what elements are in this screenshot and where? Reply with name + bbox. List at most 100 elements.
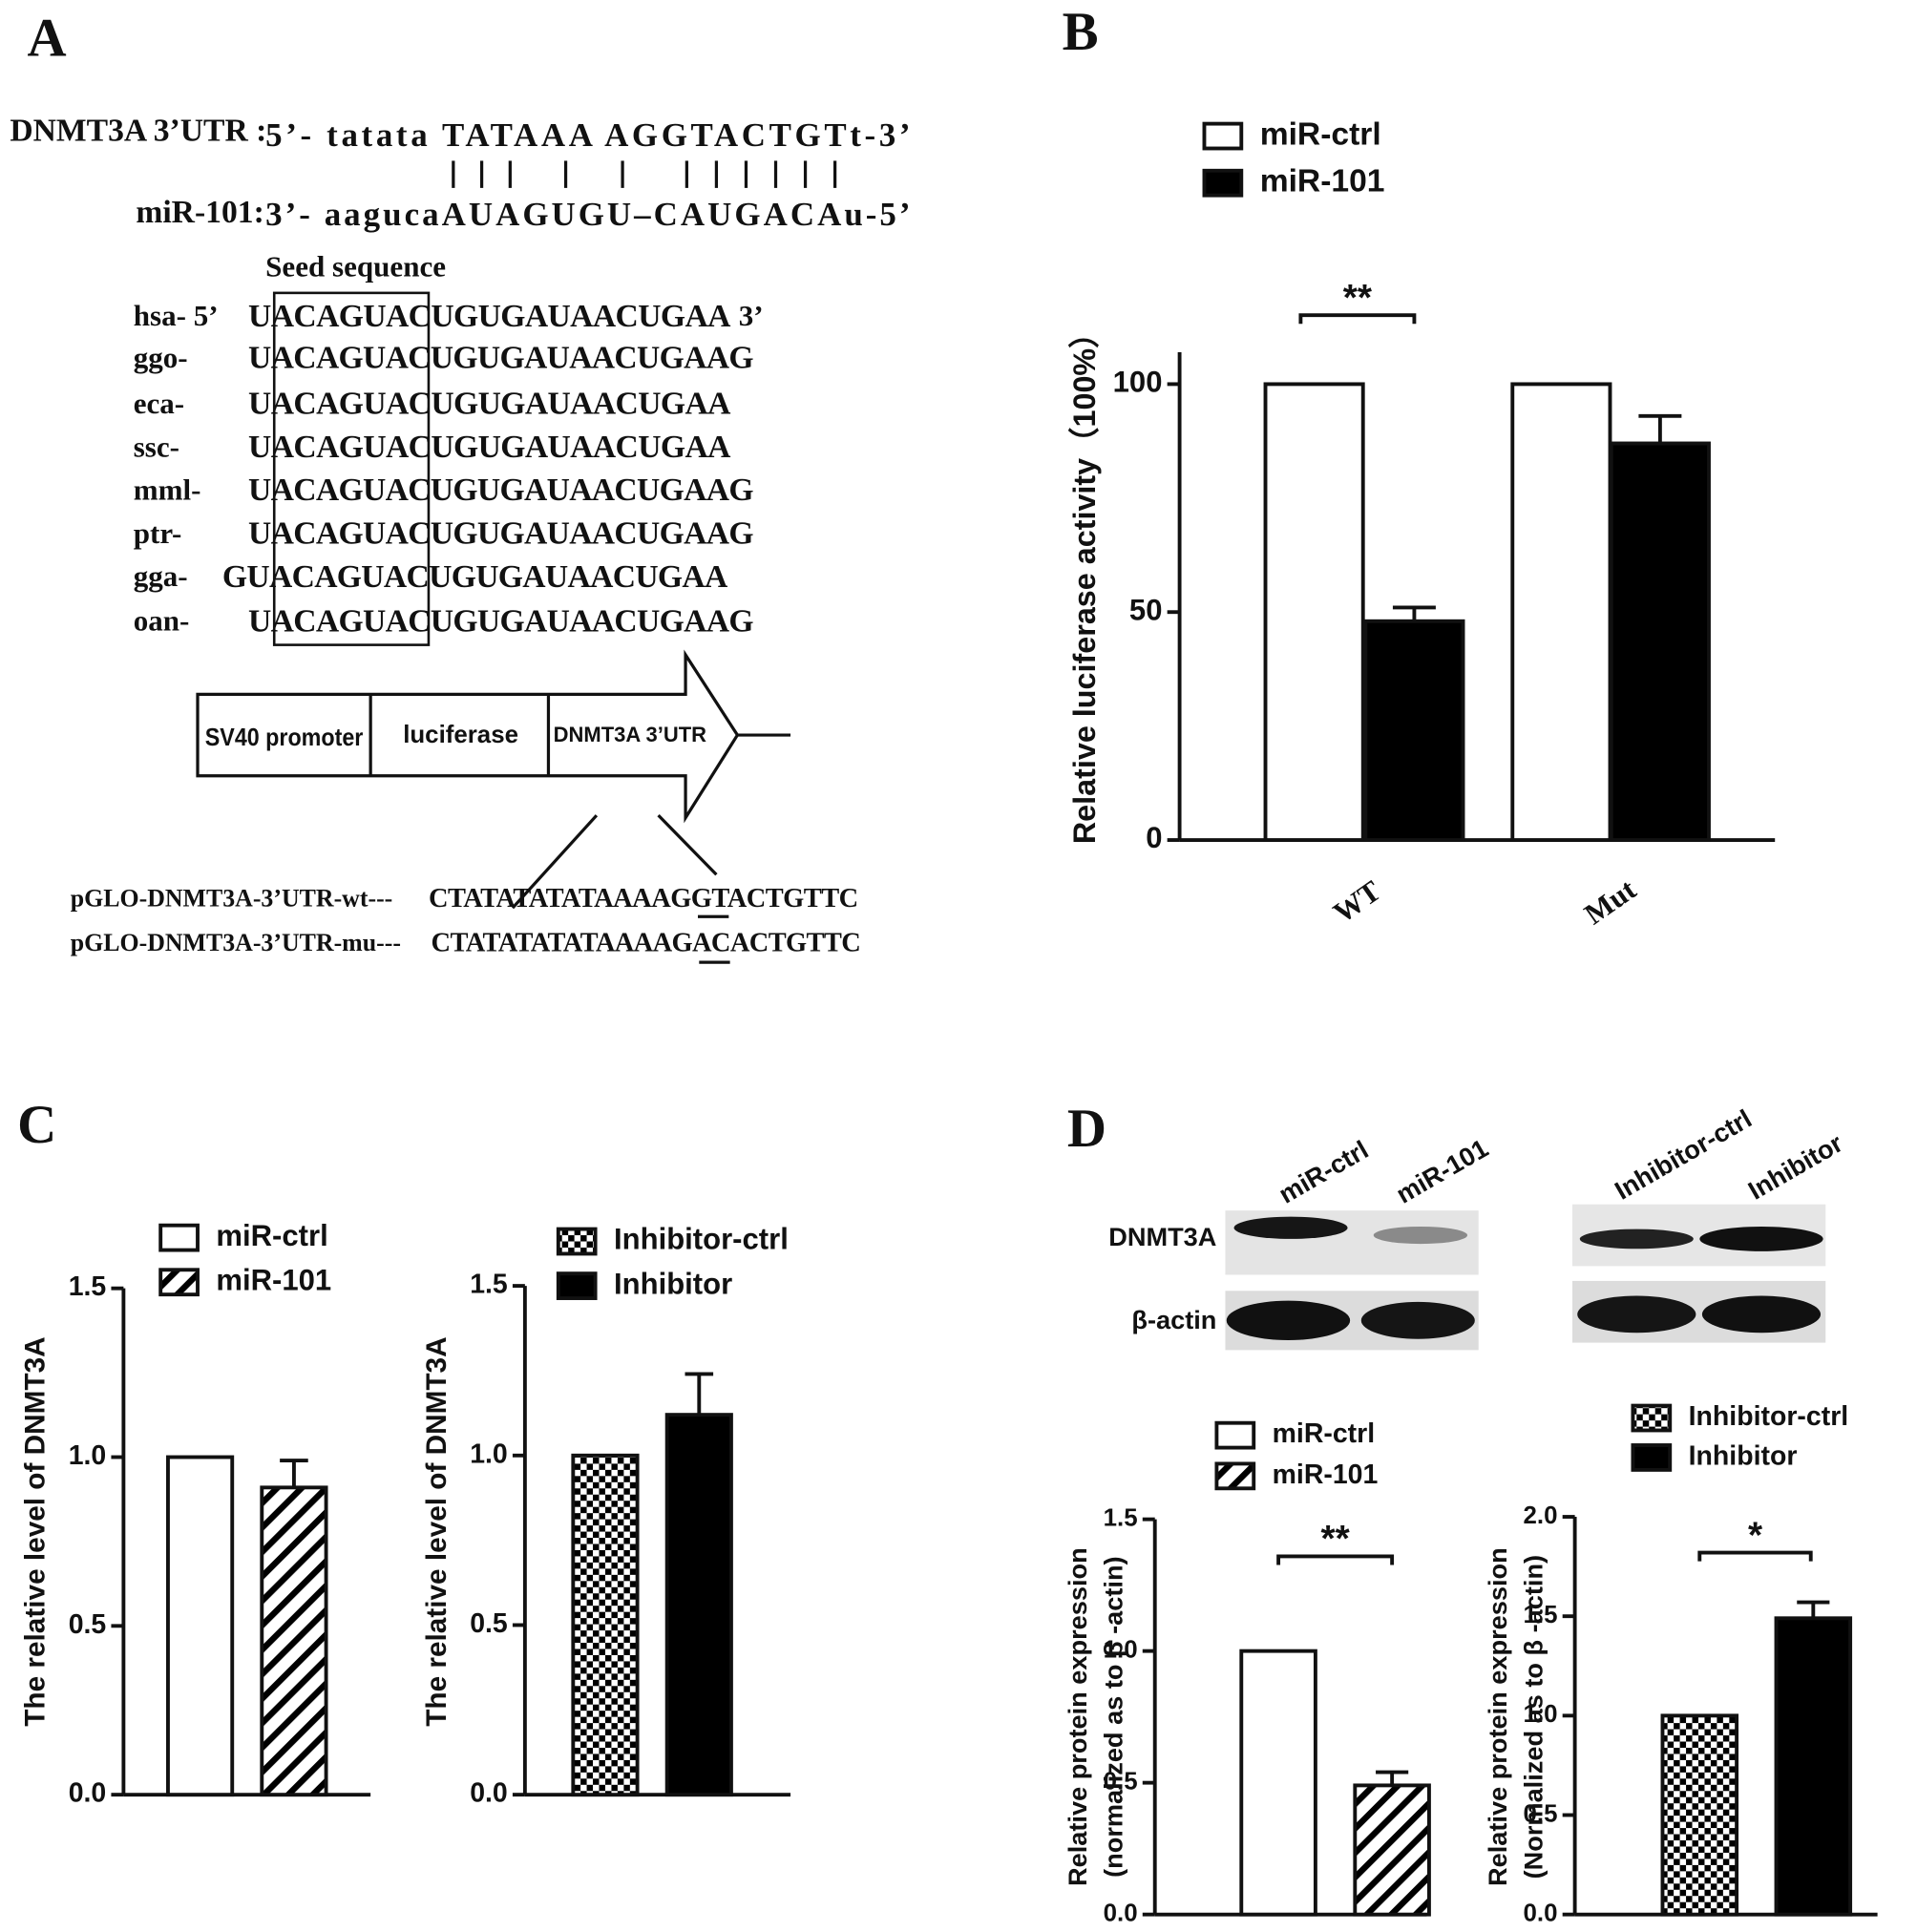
legend-swatch (158, 1268, 200, 1297)
y-tick-label: 1.0 (1524, 1701, 1558, 1728)
seed-title: Seed sequence (265, 249, 446, 283)
x-tick-label: WT (1327, 873, 1387, 930)
band (1699, 1226, 1823, 1251)
species-seq: UACAGUACUGUGAUAACUGAA (248, 430, 731, 465)
legend-swatch (556, 1271, 598, 1300)
y-axis-label: The relative level of DNMT3A (20, 1336, 52, 1726)
mu-seq: CTATATATATAAAAGACACTGTTC (432, 929, 861, 958)
construct-arrow (196, 649, 740, 824)
significance-bracket (1298, 313, 1417, 325)
y-axis-label: Relative luciferase activity（100%） (1067, 317, 1102, 844)
y-tick-label: 0.0 (1524, 1900, 1558, 1926)
y-tick-label: 100 (1113, 366, 1163, 399)
legend-swatch (158, 1223, 200, 1252)
panel-label: B (1063, 2, 1099, 62)
significance-bracket (1276, 1554, 1395, 1565)
species-name: eca- (134, 387, 184, 420)
bar (571, 1453, 640, 1797)
pairing-bars (452, 160, 837, 188)
error-bar (280, 1459, 308, 1488)
legend-swatch (1631, 1403, 1673, 1433)
wt-seq: CTATATATATAAAAGGTACTGTTC (429, 884, 858, 914)
y-tick-label: 0.5 (1524, 1800, 1558, 1827)
y-tick-label: 0.0 (69, 1778, 107, 1809)
species-alignment: hsa- 5’ UACAGUACUGUGAUAACUGAA 3’ggo- UACAGU… (134, 299, 764, 640)
y-tick-label: 1.0 (69, 1440, 107, 1471)
legend-swatch (1202, 121, 1244, 151)
species-seq: UACAGUACUGUGAUAACUGAAG (248, 341, 753, 376)
bar (664, 1413, 733, 1797)
legend-swatch (1214, 1461, 1256, 1491)
bar (1660, 1713, 1739, 1917)
y-tick-label: 0.5 (1104, 1768, 1138, 1795)
legend-label: miR-101 (1260, 164, 1385, 200)
band (1701, 1295, 1822, 1334)
error-bar (1638, 413, 1682, 444)
bar (1263, 382, 1365, 842)
construct-part: SV40 promoter (205, 724, 364, 751)
species-name: oan- (134, 604, 190, 638)
error-bar (1797, 1600, 1830, 1619)
species-seq: UACAGUACUGUGAUAACUGAA (248, 387, 731, 422)
significance-label: ** (1321, 1519, 1351, 1560)
bar (1353, 1783, 1431, 1917)
species-seq: UACAGUACUGUGAUAACUGAAG (248, 472, 753, 508)
mir-label: miR-101: (136, 195, 263, 230)
species-name: ggo- (134, 341, 188, 374)
panel-label: A (27, 9, 66, 69)
y-tick-label: 1.5 (1104, 1504, 1138, 1531)
utr-label: DNMT3A 3’UTR : (10, 114, 266, 149)
error-bar (1392, 605, 1436, 621)
construct-part: DNMT3A 3’UTR (554, 723, 707, 746)
y-tick-label: 0.0 (470, 1778, 508, 1809)
y-tick-label: 1.5 (69, 1271, 107, 1302)
legend-label: miR-101 (216, 1263, 331, 1296)
mu-label: pGLO-DNMT3A-3’UTR-mu--- (71, 929, 401, 956)
significance-bracket (1697, 1550, 1813, 1562)
x-tick-label: Mut (1578, 872, 1642, 932)
species-name: ptr- (134, 516, 182, 550)
bar (1609, 441, 1711, 842)
y-axis-label: Relative protein expression (1483, 1547, 1512, 1886)
legend-label: miR-ctrl (216, 1219, 327, 1252)
blot-lane-label: Inhibitor-ctrl (1610, 1103, 1757, 1206)
species-name: hsa- 5’ (134, 299, 219, 332)
species-name: ssc- (134, 430, 179, 463)
bar (1363, 619, 1465, 842)
y-tick-label: 1.0 (470, 1438, 508, 1469)
band (1373, 1226, 1468, 1245)
legend-swatch (1214, 1420, 1256, 1450)
species-name: gga- (134, 559, 188, 593)
y-tick-label: 50 (1129, 593, 1163, 626)
panel-a: DNMT3A 3’UTR : 5’- tatata TATAAA AGGTACT… (10, 114, 911, 964)
legend-label: miR-101 (1273, 1460, 1379, 1490)
blot-lane-label: miR-ctrl (1274, 1134, 1373, 1208)
western-blot: DNMT3A β-actin miR-ctrl miR-101 Inhibito… (1108, 1103, 1848, 1351)
legend-label: miR-ctrl (1273, 1418, 1376, 1449)
blot-lane-label: miR-101 (1391, 1133, 1493, 1209)
band (1577, 1295, 1696, 1334)
band (1360, 1301, 1475, 1339)
bar (260, 1485, 328, 1797)
y-tick-label: 1.5 (470, 1270, 508, 1300)
significance-label: ** (1343, 278, 1373, 319)
wt-label: pGLO-DNMT3A-3’UTR-wt--- (71, 884, 393, 912)
legend-label: Inhibitor-ctrl (614, 1223, 789, 1256)
error-bar (685, 1372, 714, 1416)
bar (166, 1455, 235, 1797)
y-axis-label: (Normalized as to β -actin) (1518, 1555, 1548, 1879)
y-tick-label: 0.5 (470, 1608, 508, 1639)
blot-row-label: β-actin (1131, 1305, 1216, 1334)
seed-box (272, 291, 431, 646)
panel-label: C (17, 1095, 56, 1155)
y-tick-label: 0.5 (69, 1609, 107, 1640)
utr-seq: 5’- tatata TATAAA AGGTACTGTt-3’ (265, 116, 910, 154)
y-axis-label: (normalized as to β -actin) (1098, 1556, 1127, 1877)
y-axis-label: Relative protein expression (1063, 1547, 1092, 1886)
y-tick-label: 2.0 (1524, 1502, 1558, 1529)
band (1579, 1228, 1694, 1250)
legend-label: Inhibitor (1689, 1440, 1798, 1471)
bar (1774, 1616, 1853, 1917)
y-tick-label: 1.5 (1524, 1602, 1558, 1628)
